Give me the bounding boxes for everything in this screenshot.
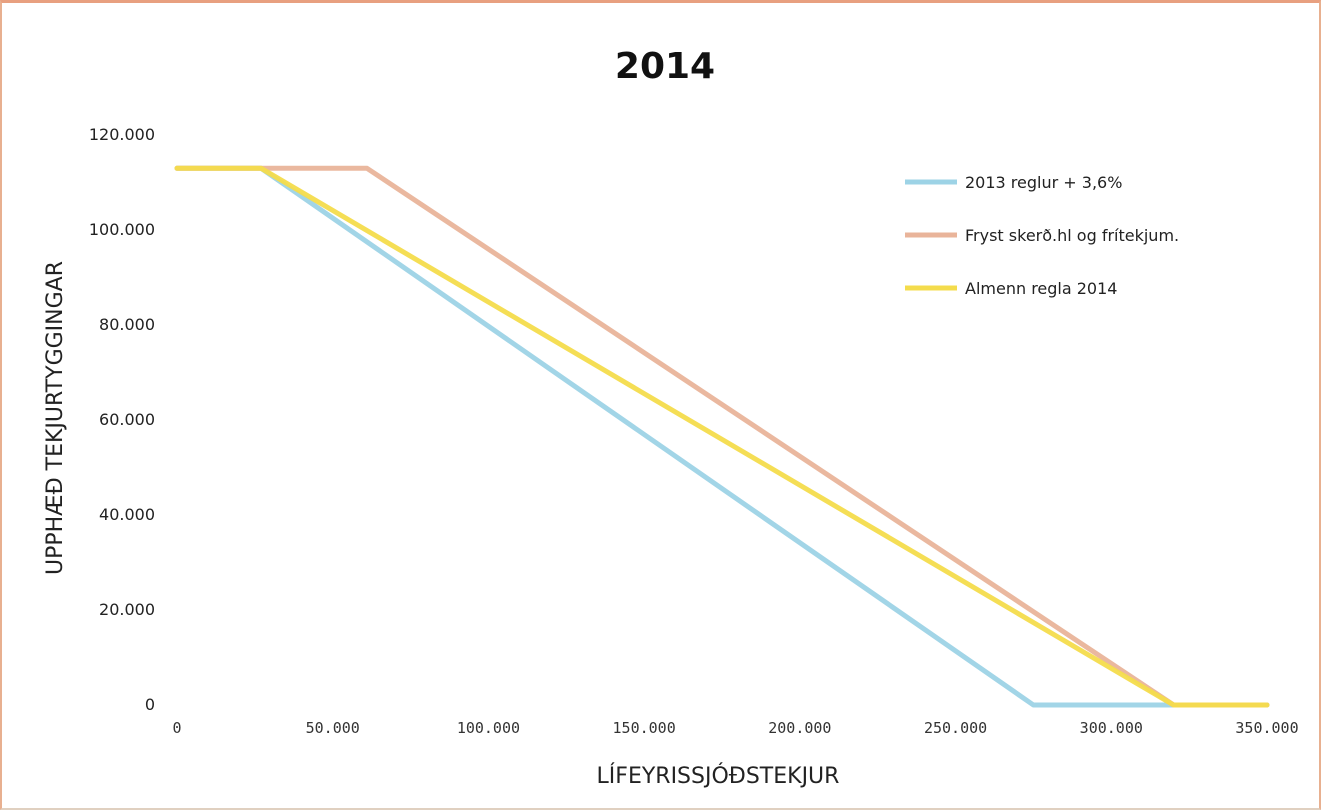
series-lines xyxy=(174,165,1270,708)
y-tick-label: 20.000 xyxy=(99,600,155,619)
legend-label: Fryst skerð.hl og frítekjum. xyxy=(965,226,1179,245)
x-axis-label: LÍFEYRISSJÓÐSTEKJUR xyxy=(597,763,840,789)
y-tick-label: 60.000 xyxy=(99,410,155,429)
x-axis-ticks: 0 50.000 100.000 150.000 200.000 250.000 300.0… xyxy=(172,719,1298,737)
legend-label: Almenn regla 2014 xyxy=(965,279,1117,298)
y-tick-label: 80.000 xyxy=(99,315,155,334)
legend-label: 2013 reglur + 3,6% xyxy=(965,173,1122,192)
x-tick-label: 250.000 xyxy=(924,719,987,737)
x-tick-label: 350.000 xyxy=(1235,719,1298,737)
x-tick-label: 300.000 xyxy=(1080,719,1143,737)
y-tick-label: 40.000 xyxy=(99,505,155,524)
y-tick-label: 0 xyxy=(145,695,155,714)
x-tick-label: 200.000 xyxy=(768,719,831,737)
series-line-3 xyxy=(174,165,1270,708)
y-tick-label: 120.000 xyxy=(89,125,155,144)
legend: 2013 reglur + 3,6% Fryst skerð.hl og frít… xyxy=(905,173,1179,298)
x-tick-label: 50.000 xyxy=(306,719,360,737)
y-tick-label: 100.000 xyxy=(89,220,155,239)
chart-title: 2014 xyxy=(615,46,715,87)
x-tick-label: 100.000 xyxy=(457,719,520,737)
y-axis-label: UPPHÆÐ TEKJURTYGGINGAR xyxy=(43,261,68,575)
x-tick-label: 150.000 xyxy=(613,719,676,737)
x-tick-label: 0 xyxy=(172,719,181,737)
y-axis-ticks: 0 20.000 40.000 60.000 80.000 100.000 120.000 xyxy=(89,125,155,714)
